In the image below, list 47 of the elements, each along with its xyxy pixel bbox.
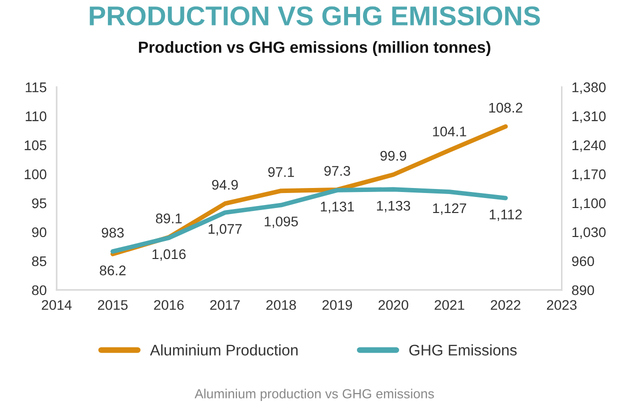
x-tick-label: 2023 [546, 300, 577, 310]
data-label: 104.1 [433, 126, 466, 136]
x-tick-label: 2015 [98, 300, 128, 310]
data-label: 983 [102, 228, 124, 238]
y-tick-label: 95 [32, 198, 46, 208]
x-tick-label: 2018 [266, 300, 296, 310]
y-tick-label: 90 [32, 227, 46, 238]
x-tick-label: 2017 [210, 300, 240, 310]
data-label: 1,077 [208, 224, 242, 236]
y2-tick-label: 1,310 [572, 111, 606, 123]
data-label: 1,112 [490, 210, 522, 222]
data-label: 97.1 [268, 167, 294, 177]
data-label: 97.3 [324, 166, 350, 176]
data-label: 94.9 [212, 180, 238, 190]
x-tick-label: 2020 [378, 300, 408, 310]
y2-tick-label: 1,380 [572, 82, 606, 94]
data-label: 89.1 [156, 214, 182, 224]
chart-title: PRODUCTION VS GHG EMISSIONS [90, 6, 540, 26]
data-label: 99.9 [380, 150, 406, 161]
x-tick-label: 2014 [42, 300, 72, 310]
legend-label: GHG Emissions [409, 344, 517, 356]
y2-tick-label: 890 [572, 285, 594, 296]
y2-tick-label: 1,170 [572, 169, 606, 181]
data-label: 1,133 [377, 200, 410, 212]
data-label: 86.2 [100, 266, 126, 276]
y-tick-label: 80 [32, 285, 46, 296]
data-label: 108.2 [489, 102, 522, 113]
data-label: 1,131 [320, 202, 354, 214]
y-tick-label: 110 [26, 111, 46, 122]
x-tick-label: 2019 [322, 300, 352, 310]
data-label: 1,095 [264, 216, 298, 228]
y-tick-label: 85 [32, 256, 46, 266]
data-label: 1,127 [433, 203, 466, 215]
x-tick-label: 2022 [490, 300, 520, 310]
data-label: 1,016 [152, 249, 186, 261]
y2-tick-label: 1,030 [572, 227, 606, 239]
x-tick-label: 2016 [154, 300, 184, 310]
y-tick-label: 100 [24, 169, 46, 180]
y2-tick-label: 1,100 [572, 198, 606, 210]
text: Aluminium production vs GHG emissions [194, 388, 434, 402]
legend-label: Aluminium Production [150, 344, 298, 356]
y2-tick-label: 960 [572, 256, 594, 266]
y2-tick-label: 1,240 [572, 140, 606, 152]
chart-subtitle: Production vs GHG emissions (million tonnes) [138, 41, 490, 56]
y-tick-label: 115 [26, 82, 46, 92]
y-tick-label: 105 [24, 140, 46, 150]
x-tick-label: 2021 [434, 300, 464, 310]
